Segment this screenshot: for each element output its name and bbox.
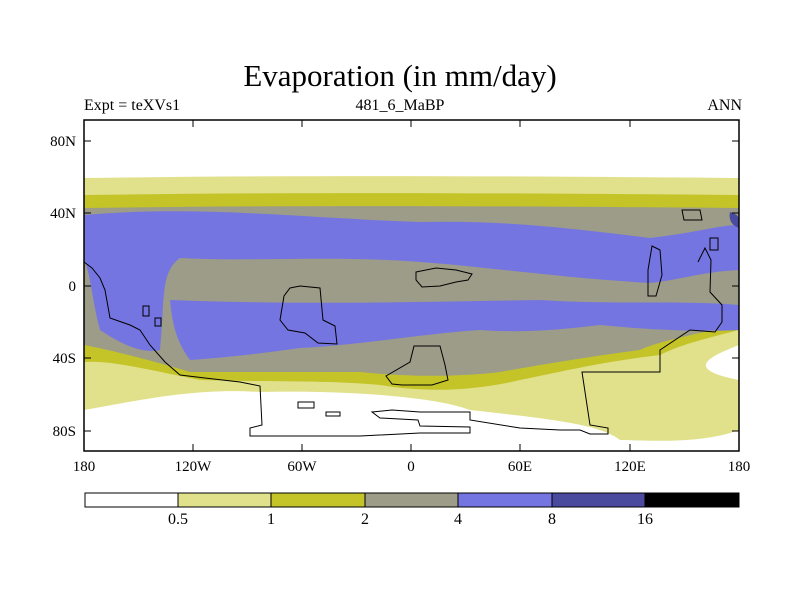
lon-label-0: 0	[407, 459, 415, 475]
lon-ticks	[192, 120, 631, 451]
continent-outlines	[83, 209, 723, 437]
colorbar-swatch-0	[85, 493, 178, 507]
colorbar-swatch-3	[365, 493, 458, 507]
colorbar-swatch-5	[552, 493, 645, 507]
lon-label-180e: 180	[728, 459, 751, 475]
evaporation-field	[84, 120, 739, 451]
colorbar-label-4: 8	[548, 511, 556, 528]
colorbar	[84, 492, 740, 508]
colorbar-label-2: 2	[361, 511, 369, 528]
lon-label-180w: 180	[73, 459, 96, 475]
colorbar-swatch-1	[178, 493, 271, 507]
lat-ticks	[84, 140, 739, 432]
lon-label-120w: 120W	[175, 459, 213, 475]
colorbar-swatch-6	[645, 493, 739, 507]
colorbar-label-0: 0.5	[168, 511, 188, 528]
lat-label-80s: 80S	[53, 424, 76, 440]
colorbar-label-3: 4	[454, 511, 462, 528]
lon-label-60e: 60E	[508, 459, 532, 475]
experiment-label: Expt = teXVs1	[84, 97, 181, 114]
lat-label-80n: 80N	[50, 134, 76, 150]
colorbar-label-1: 1	[267, 511, 275, 528]
colorbar-label-5: 16	[637, 511, 653, 528]
season-label: ANN	[707, 97, 742, 114]
lat-label-40s: 40S	[53, 351, 76, 367]
time-label: 481_6_MaBP	[355, 97, 445, 114]
lat-label-40n: 40N	[50, 206, 76, 222]
plot-title: Evaporation (in mm/day)	[243, 58, 557, 93]
colorbar-swatch-2	[271, 493, 365, 507]
colorbar-swatch-4	[458, 493, 552, 507]
lat-label-0: 0	[69, 279, 77, 295]
lon-label-60w: 60W	[287, 459, 317, 475]
lon-label-120e: 120E	[614, 459, 646, 475]
